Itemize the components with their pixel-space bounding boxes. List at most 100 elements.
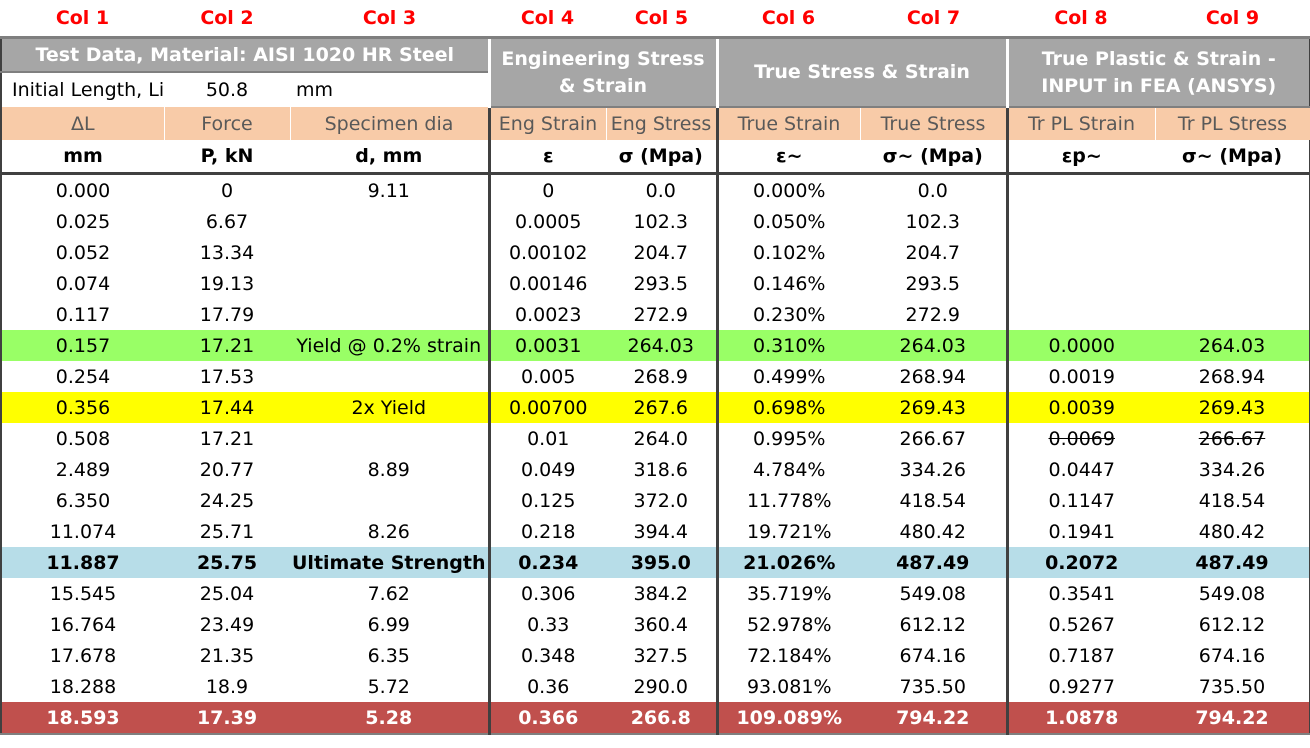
column-label: True Strain <box>715 107 861 140</box>
table-cell: 0.356 <box>0 392 164 423</box>
table-cell: 0.0005 <box>487 206 606 237</box>
table-cell: 0.508 <box>0 423 164 454</box>
table-cell: 674.16 <box>899 644 966 667</box>
table-cell <box>290 423 489 454</box>
table-cell: 267.6 <box>606 392 717 423</box>
table-row: 0.508 17.21 0.01 264.0 0.995% 266.67 0.0069 266… <box>0 423 1310 454</box>
table-cell: 360.4 <box>633 613 688 636</box>
table-cell: 109.089% <box>715 702 860 735</box>
table-cell: 2.489 <box>0 454 164 485</box>
table-cell: 0.306 <box>487 578 606 609</box>
table-cell: 487.49 <box>860 547 1007 578</box>
table-cell: 264.03 <box>1155 330 1310 361</box>
table-cell: 418.54 <box>1155 485 1310 516</box>
table-cell: 25.71 <box>199 520 255 543</box>
table-cell: 384.2 <box>633 582 688 605</box>
initial-length-row: Initial Length, Li 50.8 mm <box>0 72 1310 107</box>
col-number: Col 6 <box>717 0 860 38</box>
table-cell: 0.234 <box>487 547 606 578</box>
table-cell: 0.125 <box>487 485 606 516</box>
table-cell: 0.0 <box>917 179 948 202</box>
table-cell: 18.9 <box>205 675 249 698</box>
table-row: 11.074 25.71 8.26 0.218 394.4 19.721% 480.42 0.… <box>0 516 1310 547</box>
table-cell <box>1005 237 1155 268</box>
table-cell: 17.79 <box>199 303 255 326</box>
table-cell: 20.77 <box>199 458 255 481</box>
table-cell: 21.35 <box>199 644 255 667</box>
table-cell: 0.499% <box>715 361 860 392</box>
table-cell: 11.778% <box>715 485 860 516</box>
column-unit: σ~ (Mpa) <box>860 140 1007 175</box>
table-cell: 204.7 <box>633 241 688 264</box>
table-cell: 612.12 <box>1155 609 1310 640</box>
column-unit: mm <box>0 140 164 175</box>
table-cell: 268.94 <box>899 365 966 388</box>
table-cell: 6.67 <box>205 210 249 233</box>
table-cell: 0.01 <box>487 423 606 454</box>
table-cell: 17.21 <box>199 427 255 450</box>
table-cell <box>290 268 489 299</box>
data-rows: 0.000 0 9.11 0 0.0 0.000% 0.0 0.025 6.67 0.0005 10… <box>0 173 1310 735</box>
table-cell: 21.026% <box>715 547 860 578</box>
column-unit: d, mm <box>290 140 489 175</box>
table-cell <box>1005 268 1155 299</box>
table-cell: 13.34 <box>199 241 255 264</box>
fracture-row: 18.593 17.39 5.28 0.366 266.8 109.089% 794.22 1… <box>0 702 1310 735</box>
column-unit: P, kN <box>164 140 290 175</box>
table-cell: 35.719% <box>715 578 860 609</box>
table-cell <box>1155 237 1310 268</box>
table-cell: 0.218 <box>487 516 606 547</box>
table-cell <box>1005 206 1155 237</box>
table-row: 0.025 6.67 0.0005 102.3 0.050% 102.3 <box>0 206 1310 237</box>
table-cell: 0.050% <box>715 206 860 237</box>
table-cell <box>290 361 489 392</box>
table-cell: 0.000% <box>715 173 860 206</box>
table-cell: 327.5 <box>633 644 688 667</box>
column-number-row: Col 1 Col 2 Col 3 Col 4 Col 5 Col 6 Col … <box>1 0 1310 38</box>
table-cell: 0.230% <box>715 299 860 330</box>
table-cell: 372.0 <box>633 489 688 512</box>
table-cell: 7.62 <box>367 582 410 605</box>
table-cell: 0.005 <box>487 361 606 392</box>
table-cell: 272.9 <box>633 303 688 326</box>
table-cell: 0.5267 <box>1005 609 1155 640</box>
table-cell: Ultimate Strength <box>290 547 489 578</box>
column-label: Tr PL Stress <box>1155 107 1310 140</box>
table-cell: 16.764 <box>0 609 164 640</box>
table-row: 18.288 18.9 5.72 0.36 290.0 93.081% 735.50 0.92… <box>0 671 1310 702</box>
table-cell: 72.184% <box>715 640 860 671</box>
table-cell: 334.26 <box>1155 454 1310 485</box>
column-label: ΔL <box>0 107 165 140</box>
table-cell: 268.9 <box>633 365 688 388</box>
table-row: 0.074 19.13 0.00146 293.5 0.146% 293.5 <box>0 268 1310 299</box>
column-label: True Stress <box>860 107 1008 140</box>
table-row: 16.764 23.49 6.99 0.33 360.4 52.978% 612.12 0.5… <box>0 609 1310 640</box>
table-row: 15.545 25.04 7.62 0.306 384.2 35.719% 549.08 0.… <box>0 578 1310 609</box>
table-cell: 480.42 <box>899 520 966 543</box>
table-cell: 264.03 <box>606 330 717 361</box>
table-cell: 0.348 <box>487 640 606 671</box>
table-cell: 102.3 <box>633 210 688 233</box>
table-cell: 17.53 <box>199 365 255 388</box>
group-header-true-stress-strain: True Stress & Strain <box>715 36 1007 108</box>
table-cell: 52.978% <box>715 609 860 640</box>
group-header-true-plastic: True Plastic & Strain - INPUT in FEA (AN… <box>1005 36 1310 108</box>
initial-length-value: 50.8 <box>164 72 290 107</box>
table-cell: 394.4 <box>633 520 688 543</box>
table-cell: 794.22 <box>1155 702 1310 735</box>
table-cell: 0.0447 <box>1005 454 1155 485</box>
table-cell: 0.0019 <box>1005 361 1155 392</box>
table-cell: 0.0039 <box>1005 392 1155 423</box>
table-cell: 0.33 <box>487 609 606 640</box>
table-cell: 1.0878 <box>1005 702 1155 735</box>
col-number: Col 8 <box>1007 0 1155 38</box>
table-cell: 6.35 <box>367 644 410 667</box>
table-cell: 549.08 <box>1155 578 1310 609</box>
table-cell: 612.12 <box>899 613 966 636</box>
table-cell: 318.6 <box>633 458 688 481</box>
ultimate-strength-row: 11.887 25.75 Ultimate Strength 0.234 395.0 21… <box>0 547 1310 578</box>
table-cell: 0.000 <box>0 173 164 206</box>
table-cell: 5.28 <box>290 702 489 735</box>
